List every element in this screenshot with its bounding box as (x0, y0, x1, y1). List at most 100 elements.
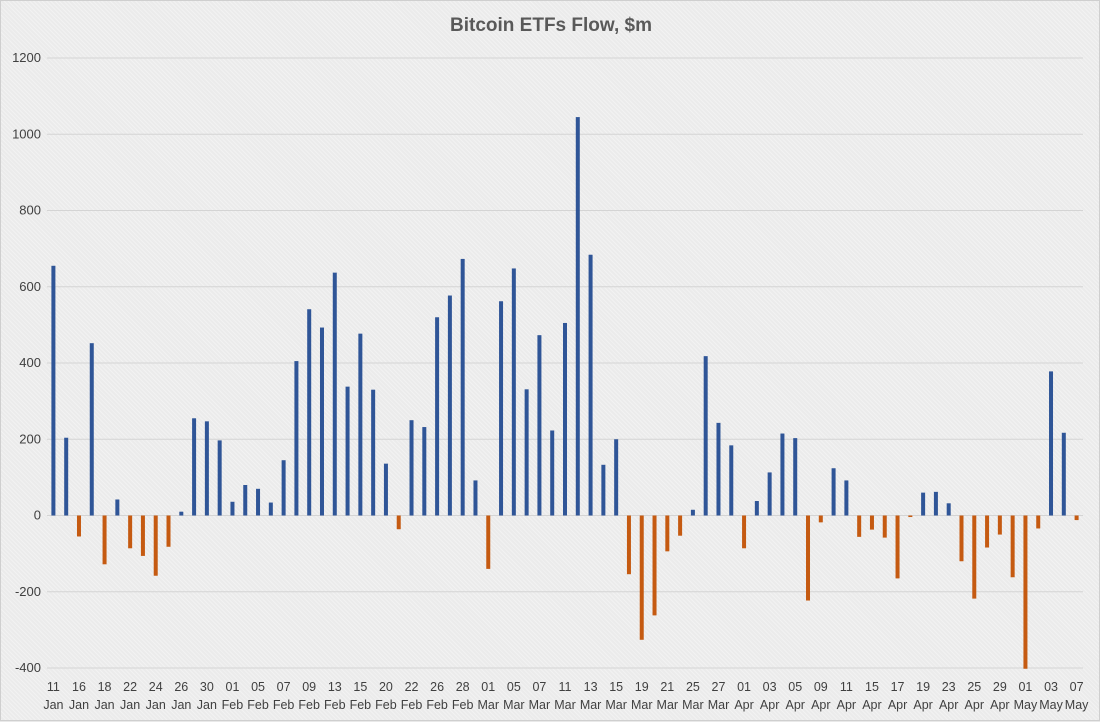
x-tick-day: 03 (763, 680, 777, 694)
inflow-bar (422, 427, 427, 516)
x-tick-month: Mar (477, 698, 499, 712)
inflow-bar (767, 472, 772, 516)
x-tick-month: Apr (913, 698, 932, 712)
inflow-bar (524, 389, 529, 516)
inflow-bar (435, 317, 440, 516)
x-tick-month: Feb (298, 698, 320, 712)
inflow-bar (537, 335, 542, 516)
x-tick-month: Apr (965, 698, 984, 712)
x-tick-day: 26 (430, 680, 444, 694)
x-tick-month: Mar (580, 698, 602, 712)
x-tick-month: Feb (222, 698, 244, 712)
outflow-bar (908, 515, 913, 518)
x-tick-month: Jan (171, 698, 191, 712)
inflow-bar (1061, 432, 1066, 516)
x-tick-day: 11 (559, 680, 572, 694)
inflow-bar (831, 468, 836, 516)
x-tick-day: 01 (226, 680, 240, 694)
outflow-bar (166, 515, 171, 547)
inflow-bar (921, 492, 926, 516)
inflow-bar (217, 440, 222, 516)
inflow-bar (946, 503, 951, 516)
y-tick-label: -200 (15, 584, 41, 599)
inflow-bar (345, 386, 350, 516)
y-tick-label: 800 (19, 203, 41, 218)
x-tick-month: Jan (94, 698, 114, 712)
inflow-bar (409, 420, 414, 516)
inflow-bar (716, 422, 721, 516)
inflow-bar (89, 343, 94, 516)
x-tick-month: Feb (247, 698, 269, 712)
inflow-bar (754, 501, 759, 516)
inflow-bar (690, 509, 695, 516)
inflow-bar (499, 301, 504, 516)
outflow-bar (665, 515, 670, 552)
x-tick-day: 19 (916, 680, 930, 694)
inflow-bar (51, 265, 56, 516)
inflow-bar (319, 327, 324, 516)
x-tick-day: 27 (712, 680, 726, 694)
x-tick-month: Mar (682, 698, 704, 712)
y-tick-label: 1200 (12, 50, 41, 65)
x-tick-day: 07 (532, 680, 546, 694)
x-tick-month: Mar (529, 698, 551, 712)
x-tick-month: Mar (605, 698, 627, 712)
inflow-bar (243, 485, 248, 516)
outflow-bar (626, 515, 631, 575)
inflow-bar (64, 437, 69, 516)
x-tick-day: 09 (302, 680, 316, 694)
y-tick-label: 200 (19, 431, 41, 446)
inflow-bar (780, 433, 785, 516)
x-tick-month: May (1039, 698, 1063, 712)
x-tick-month: May (1014, 698, 1038, 712)
x-tick-month: Feb (452, 698, 474, 712)
x-tick-day: 05 (788, 680, 802, 694)
x-tick-day: 22 (405, 680, 419, 694)
x-tick-month: Apr (811, 698, 830, 712)
x-tick-day: 18 (98, 680, 112, 694)
outflow-bar (486, 515, 491, 569)
x-tick-day: 25 (967, 680, 981, 694)
inflow-bar (281, 460, 286, 516)
x-tick-day: 05 (251, 680, 265, 694)
x-tick-month: Apr (862, 698, 881, 712)
outflow-bar (857, 515, 862, 537)
x-tick-day: 22 (123, 680, 137, 694)
inflow-bar (204, 421, 209, 516)
y-tick-label: 600 (19, 279, 41, 294)
outflow-bar (639, 515, 644, 640)
x-tick-month: Apr (760, 698, 779, 712)
x-tick-day: 07 (1070, 680, 1084, 694)
x-tick-day: 01 (481, 680, 495, 694)
x-tick-day: 01 (1018, 680, 1032, 694)
inflow-bar (307, 309, 312, 516)
inflow-bar (793, 438, 798, 516)
x-axis-labels: 11 Jan 16 Jan 18 Jan 22 Jan 24 Jan 26 Jan 30 Jan 01 Feb… (43, 680, 1089, 712)
x-tick-day: 13 (328, 680, 342, 694)
outflow-bar (140, 515, 145, 556)
y-tick-label: -400 (15, 660, 41, 675)
x-tick-month: Feb (324, 698, 346, 712)
x-tick-month: Apr (785, 698, 804, 712)
x-tick-day: 01 (737, 680, 751, 694)
outflow-bar (742, 515, 747, 549)
x-tick-month: Mar (708, 698, 730, 712)
outflow-bar (882, 515, 887, 538)
outflow-bar (76, 515, 81, 537)
outflow-bar (396, 515, 401, 530)
x-tick-day: 28 (456, 680, 470, 694)
outflow-bar (869, 515, 874, 530)
x-tick-day: 07 (277, 680, 291, 694)
x-tick-day: 29 (993, 680, 1007, 694)
inflow-bar (601, 464, 606, 516)
outflow-bar (818, 515, 823, 523)
inflow-bar (371, 389, 376, 516)
outflow-bar (153, 515, 158, 576)
inflow-bar (447, 295, 452, 516)
inflow-bar (614, 439, 619, 516)
outflow-bar (102, 515, 107, 565)
outflow-bar (128, 515, 133, 549)
x-tick-month: Apr (837, 698, 856, 712)
